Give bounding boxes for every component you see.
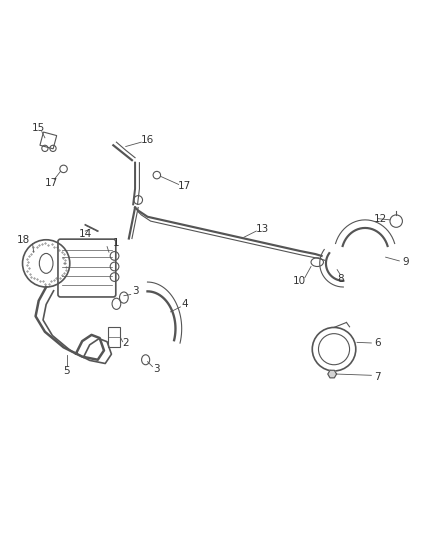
Text: 3: 3 — [153, 364, 160, 374]
Text: 8: 8 — [337, 274, 343, 284]
Text: 10: 10 — [293, 276, 307, 286]
Polygon shape — [328, 370, 336, 378]
Text: 15: 15 — [32, 123, 45, 133]
Text: 3: 3 — [132, 286, 138, 296]
Bar — [108, 327, 120, 348]
Text: 12: 12 — [374, 214, 387, 224]
Text: 17: 17 — [45, 177, 58, 188]
Text: 9: 9 — [402, 257, 409, 267]
Text: 7: 7 — [374, 372, 381, 382]
Text: 6: 6 — [374, 338, 381, 348]
Text: 2: 2 — [123, 338, 129, 348]
Text: 16: 16 — [141, 135, 154, 146]
Text: 18: 18 — [17, 235, 30, 245]
Text: 4: 4 — [181, 299, 188, 309]
Text: 1: 1 — [113, 238, 120, 248]
Text: 5: 5 — [64, 366, 70, 376]
Text: 17: 17 — [178, 181, 191, 191]
Bar — [40, 132, 57, 149]
Text: 13: 13 — [256, 224, 269, 234]
Text: 14: 14 — [79, 229, 92, 239]
